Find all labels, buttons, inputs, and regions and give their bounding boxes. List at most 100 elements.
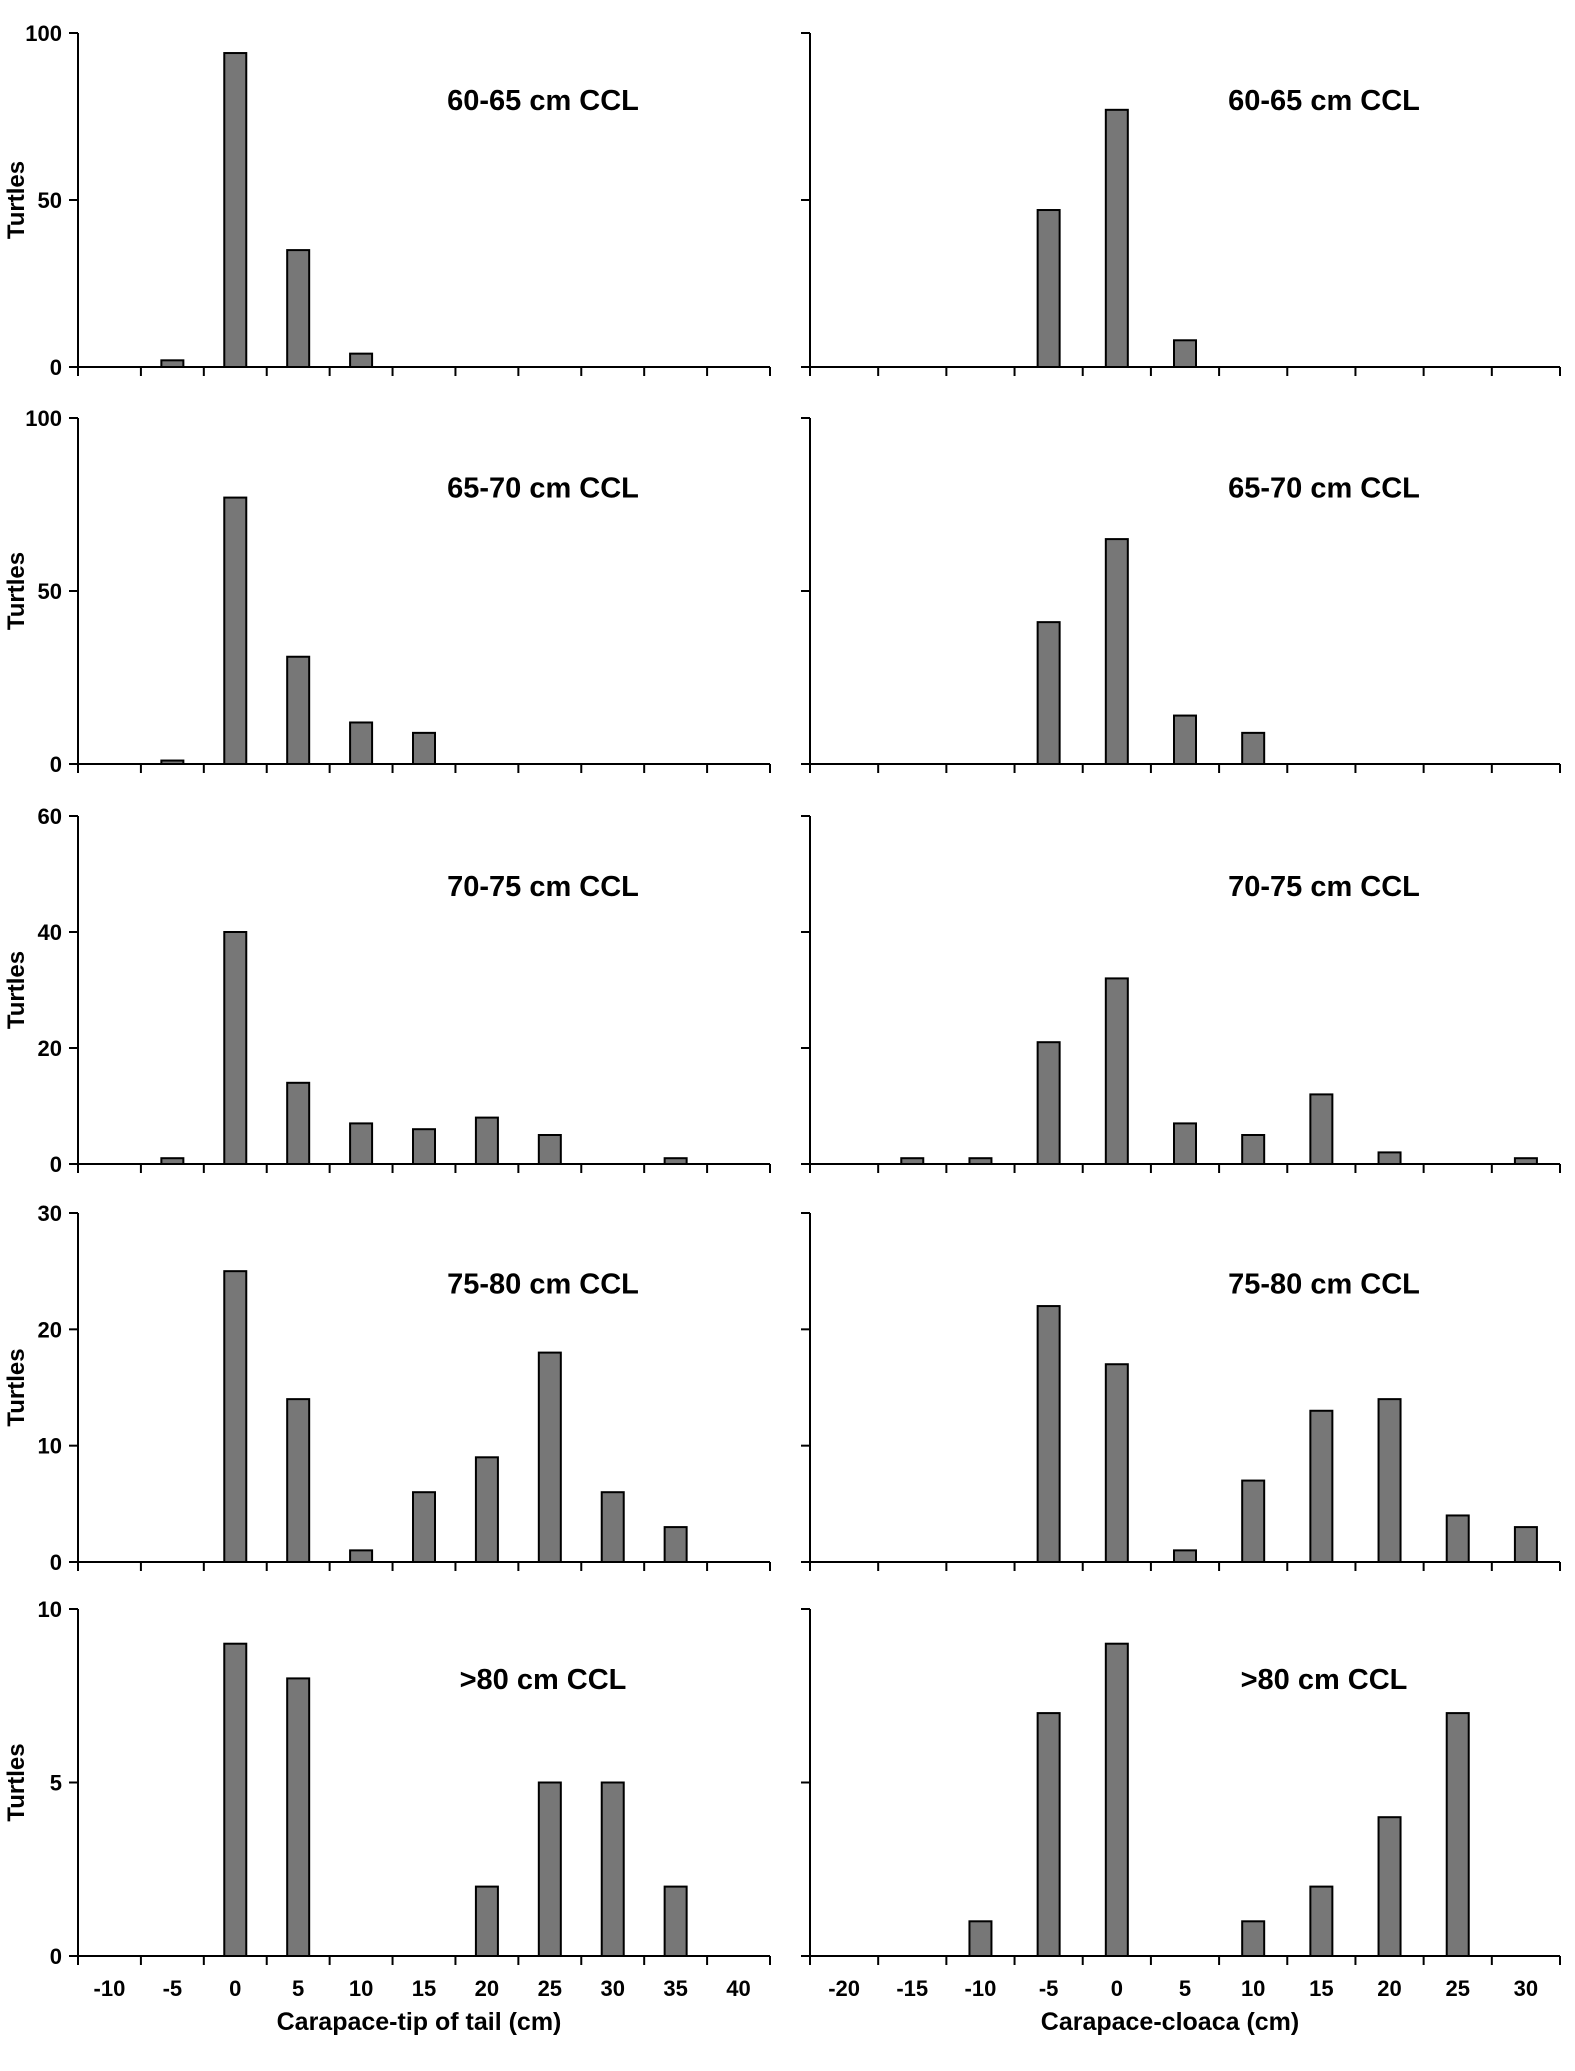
chart-panel-1: 0 50 100 60-65 cm CCL Turtles bbox=[3, 21, 771, 380]
y-tick-label: 5 bbox=[50, 1771, 62, 1796]
bar bbox=[1104, 977, 1129, 1166]
bar bbox=[1377, 1398, 1402, 1563]
x-tick-label: 25 bbox=[1445, 1976, 1469, 2001]
y-tick-label: 20 bbox=[38, 1036, 62, 1061]
panel-title: 65-70 cm CCL bbox=[1228, 473, 1420, 505]
bar bbox=[1241, 1920, 1266, 1958]
bar bbox=[968, 1157, 993, 1165]
bar bbox=[663, 1157, 688, 1165]
bar bbox=[286, 1398, 311, 1563]
x-tick-label: 25 bbox=[538, 1976, 562, 2001]
y-axis-label: Turtles bbox=[3, 552, 30, 630]
y-tick-label: 100 bbox=[25, 21, 62, 46]
bar bbox=[600, 1781, 625, 1957]
y-tick-label: 60 bbox=[38, 804, 62, 829]
bar bbox=[474, 1116, 499, 1165]
x-axis-label: Carapace-cloaca (cm) bbox=[1041, 2008, 1299, 2036]
bar bbox=[160, 359, 185, 369]
panel-title: 60-65 cm CCL bbox=[447, 85, 639, 117]
y-tick-label: 20 bbox=[38, 1317, 62, 1342]
chart-panel-2: 60-65 cm CCL bbox=[801, 32, 1561, 376]
bar bbox=[1309, 1409, 1334, 1564]
bar bbox=[160, 759, 185, 765]
bar bbox=[1241, 1134, 1266, 1165]
x-tick-label: -10 bbox=[94, 1976, 126, 2001]
x-tick-label: -20 bbox=[828, 1976, 860, 2001]
bar bbox=[412, 1491, 436, 1563]
chart-panel-7: 0 10 20 30 75-80 cm CCL Turtles bbox=[3, 1201, 771, 1575]
bar bbox=[600, 1491, 625, 1563]
y-axis-label: Turtles bbox=[3, 161, 30, 239]
panel-title: 75-80 cm CCL bbox=[447, 1268, 639, 1300]
bar bbox=[286, 1677, 311, 1958]
x-tick-label: 0 bbox=[229, 1976, 241, 2001]
bar bbox=[223, 52, 248, 368]
x-tick-label: -5 bbox=[163, 1976, 183, 2001]
x-tick-label: 35 bbox=[663, 1976, 687, 2001]
bar bbox=[223, 1270, 248, 1563]
chart-panel-3: 0 50 100 65-70 cm CCL Turtles bbox=[3, 406, 771, 777]
bar bbox=[900, 1157, 925, 1165]
bar bbox=[286, 249, 311, 369]
bar bbox=[1036, 1712, 1061, 1957]
bar bbox=[1036, 1041, 1061, 1165]
bar bbox=[1173, 1122, 1197, 1166]
y-tick-label: 50 bbox=[38, 579, 62, 604]
bar bbox=[349, 352, 374, 369]
y-axis-label: Turtles bbox=[3, 1743, 30, 1821]
panel-title: 65-70 cm CCL bbox=[447, 473, 639, 505]
bar bbox=[223, 496, 248, 765]
panel-title: >80 cm CCL bbox=[460, 1664, 627, 1696]
bar bbox=[1036, 209, 1061, 368]
bar bbox=[412, 1128, 436, 1165]
bar bbox=[1309, 1093, 1334, 1166]
y-axis-label: Turtles bbox=[3, 951, 30, 1029]
bar bbox=[1173, 714, 1197, 765]
bar bbox=[160, 1157, 185, 1165]
y-tick-label: 50 bbox=[38, 188, 62, 213]
x-tick-label: 10 bbox=[1241, 1976, 1265, 2001]
bar bbox=[537, 1351, 562, 1563]
bar bbox=[223, 1642, 248, 1957]
panel-title: 60-65 cm CCL bbox=[1228, 85, 1420, 117]
bar bbox=[349, 1549, 374, 1564]
y-tick-label: 30 bbox=[38, 1201, 62, 1226]
bar bbox=[1104, 108, 1129, 368]
bar bbox=[537, 1781, 562, 1957]
bar bbox=[663, 1526, 688, 1563]
bar bbox=[474, 1456, 499, 1564]
y-tick-label: 40 bbox=[38, 920, 62, 945]
x-tick-label: -15 bbox=[896, 1976, 928, 2001]
x-tick-label: 15 bbox=[1309, 1976, 1333, 2001]
bar bbox=[286, 1081, 311, 1166]
x-tick-label: 0 bbox=[1111, 1976, 1123, 2001]
x-tick-label: 30 bbox=[1514, 1976, 1538, 2001]
panel-title: 75-80 cm CCL bbox=[1228, 1268, 1420, 1300]
bar bbox=[349, 1122, 374, 1166]
bar bbox=[1377, 1816, 1402, 1957]
bar bbox=[1377, 1151, 1402, 1166]
y-tick-label: 0 bbox=[50, 355, 62, 380]
bar bbox=[1173, 339, 1197, 368]
chart-panel-10: -20 -15 -10 -5 0 5 10 15 20 25 30 >80 cm CCL Carapac… bbox=[801, 1608, 1561, 2036]
bar bbox=[223, 931, 248, 1165]
chart-panel-9: 0 5 10 -10 -5 0 5 10 15 20 25 30 35 40 >80 cm CCL Turtl… bbox=[3, 1597, 771, 2036]
y-axis-label: Turtles bbox=[3, 1348, 30, 1426]
x-tick-label: 5 bbox=[1179, 1976, 1191, 2001]
panel-title: >80 cm CCL bbox=[1241, 1664, 1408, 1696]
y-tick-label: 0 bbox=[50, 1550, 62, 1575]
x-tick-label: 5 bbox=[292, 1976, 304, 2001]
y-tick-label: 10 bbox=[38, 1434, 62, 1459]
x-tick-label: 20 bbox=[1377, 1976, 1401, 2001]
chart-panel-4: 65-70 cm CCL bbox=[801, 417, 1561, 773]
x-axis-label: Carapace-tip of tail (cm) bbox=[277, 2008, 562, 2036]
x-tick-label: 40 bbox=[726, 1976, 750, 2001]
bar bbox=[1036, 1305, 1061, 1563]
bar bbox=[1241, 1479, 1266, 1563]
x-tick-label: 15 bbox=[412, 1976, 436, 2001]
bar bbox=[1036, 621, 1061, 766]
bar bbox=[663, 1885, 688, 1957]
bar bbox=[349, 721, 374, 765]
